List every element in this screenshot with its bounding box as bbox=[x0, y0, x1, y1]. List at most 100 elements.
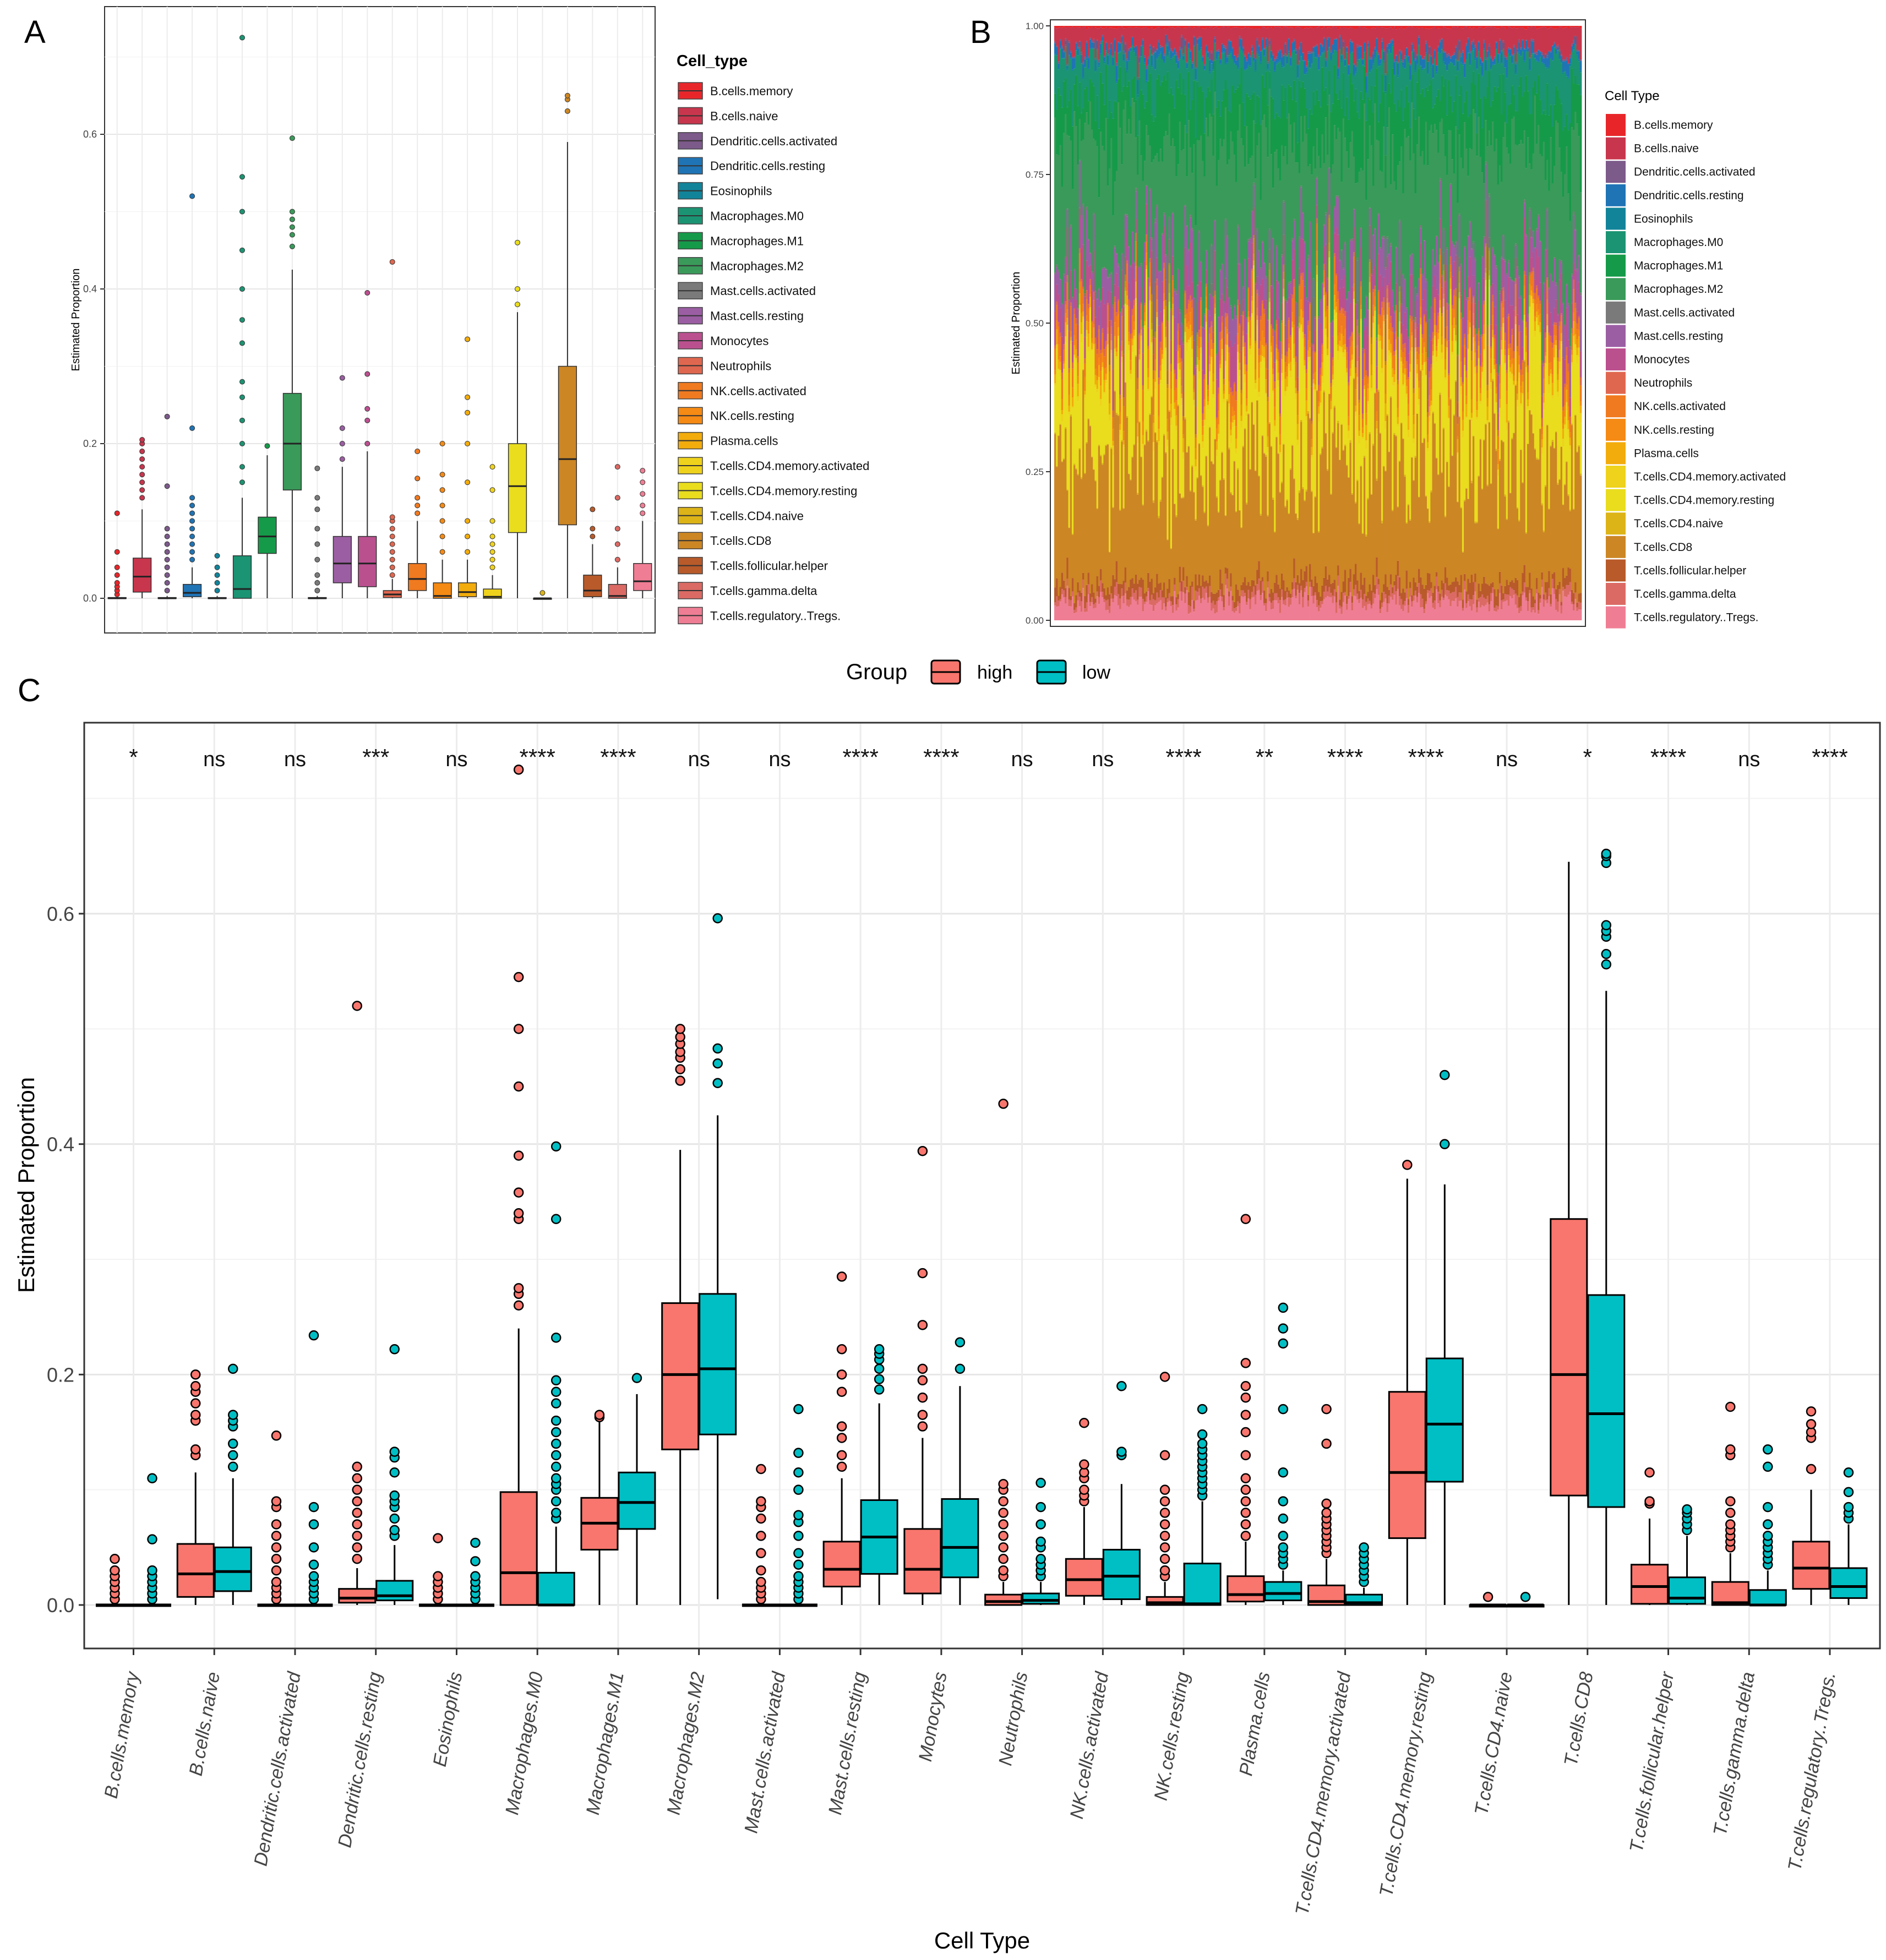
panel-b-bar-segment bbox=[1198, 230, 1201, 232]
panel-b-bar-segment bbox=[1189, 295, 1192, 302]
panel-b-bar-segment bbox=[1252, 54, 1255, 58]
panel-b-bar-segment bbox=[1084, 296, 1086, 337]
panel-b-bar-segment bbox=[1346, 26, 1348, 28]
panel-b-bar-segment bbox=[1255, 470, 1257, 471]
panel-b-bar-segment bbox=[1344, 350, 1347, 358]
panel-b-bar-segment bbox=[1420, 228, 1422, 243]
panel-b-bar-segment bbox=[1384, 403, 1387, 422]
panel-a-outlier bbox=[389, 556, 395, 563]
panel-b-bar-segment bbox=[1205, 26, 1208, 28]
panel-b-bar-segment bbox=[1414, 119, 1417, 194]
panel-b-bar-segment bbox=[1249, 65, 1252, 68]
panel-b-bar-segment bbox=[1263, 357, 1266, 362]
panel-b-bar-segment bbox=[1323, 163, 1326, 225]
panel-b-bar-segment bbox=[1175, 294, 1178, 351]
panel-b-bar-segment bbox=[1298, 593, 1301, 605]
panel-b-bar-segment bbox=[1312, 280, 1315, 298]
panel-b-bar-segment bbox=[1423, 438, 1426, 439]
panel-b-bar-segment bbox=[1295, 582, 1298, 596]
panel-b-bar-segment bbox=[1114, 28, 1116, 39]
panel-b-bar-segment bbox=[1143, 445, 1146, 593]
panel-b-bar-segment bbox=[1358, 443, 1361, 523]
panel-b-bar-segment bbox=[1175, 604, 1178, 611]
panel-b-bar-segment bbox=[1075, 468, 1077, 469]
panel-b-bar-segment bbox=[1103, 599, 1106, 602]
panel-b-bar-segment bbox=[1260, 362, 1262, 369]
panel-b-bar-segment bbox=[1207, 526, 1209, 583]
panel-b-bar-segment bbox=[1187, 43, 1190, 48]
panel-b-bar-segment bbox=[1217, 51, 1220, 54]
panel-b-bar-segment bbox=[1087, 69, 1090, 101]
panel-b-bar-segment bbox=[1094, 26, 1097, 28]
panel-b-bar-segment bbox=[1260, 355, 1262, 362]
panel-b-bar-segment bbox=[1089, 253, 1092, 265]
panel-b-bar-segment bbox=[1146, 101, 1148, 125]
panel-b-bar-segment bbox=[1089, 297, 1092, 308]
panel-b-bar-segment bbox=[1367, 41, 1370, 43]
panel-b-bar-segment bbox=[1142, 28, 1144, 39]
panel-b-bar-segment bbox=[1353, 574, 1355, 589]
panel-b-bar-segment bbox=[1122, 447, 1125, 508]
panel-b-bar-segment bbox=[1267, 69, 1269, 70]
panel-b-bar-segment bbox=[1270, 27, 1273, 51]
panel-b-bar-segment bbox=[1117, 263, 1120, 266]
panel-b-bar-segment bbox=[1377, 26, 1380, 28]
panel-b-bar-segment bbox=[1237, 345, 1239, 352]
panel-b-bar-segment bbox=[1108, 403, 1111, 415]
panel-b-bar-segment bbox=[1337, 195, 1339, 199]
panel-b-bar-segment bbox=[1298, 61, 1301, 81]
panel-b-bar-segment bbox=[1240, 39, 1243, 50]
panel-b-bar-segment bbox=[1228, 297, 1230, 298]
panel-b-bar-segment bbox=[1151, 397, 1153, 579]
panel-b-bar-segment bbox=[1086, 337, 1088, 442]
panel-b-bar-segment bbox=[1393, 62, 1396, 75]
panel-b-bar-segment bbox=[1073, 463, 1076, 466]
panel-b-bar-segment bbox=[1249, 468, 1252, 470]
panel-b-bar-segment bbox=[1228, 403, 1230, 407]
panel-b-bar-segment bbox=[1189, 215, 1192, 218]
panel-b-bar-segment bbox=[1071, 189, 1074, 297]
panel-b-bar-segment bbox=[1163, 603, 1165, 620]
panel-b-bar-segment bbox=[1078, 304, 1081, 312]
panel-b-bar-segment bbox=[1121, 35, 1123, 37]
panel-b-bar-segment bbox=[1283, 600, 1285, 605]
panel-b-bar-segment bbox=[1114, 322, 1116, 336]
panel-b-bar-segment bbox=[1421, 353, 1424, 365]
panel-b-bar-segment bbox=[1191, 357, 1193, 466]
panel-b-bar-segment bbox=[1115, 561, 1118, 582]
panel-b-bar-segment bbox=[1184, 291, 1186, 293]
panel-b-bar-segment bbox=[1318, 57, 1320, 70]
panel-b-bar-segment bbox=[1235, 27, 1238, 58]
panel-b-bar-segment bbox=[1142, 444, 1144, 449]
panel-b-bar-segment bbox=[1105, 380, 1108, 384]
panel-b-bar-segment bbox=[1274, 532, 1276, 583]
panel-b-bar-segment bbox=[1314, 389, 1317, 392]
panel-b-bar-segment bbox=[1195, 520, 1197, 575]
panel-b-bar-segment bbox=[1268, 302, 1271, 309]
panel-b-bar-segment bbox=[1061, 26, 1064, 28]
panel-b-bar-segment bbox=[1100, 302, 1102, 340]
panel-b-bar-segment bbox=[1409, 588, 1411, 597]
panel-a-box bbox=[282, 392, 302, 491]
panel-b-bar-segment bbox=[1182, 392, 1185, 417]
panel-b-bar-segment bbox=[1251, 155, 1253, 211]
panel-b-bar-segment bbox=[1369, 600, 1371, 604]
panel-b-bar-segment bbox=[1165, 597, 1167, 607]
panel-b-bar-segment bbox=[1235, 89, 1238, 182]
panel-b-bar-segment bbox=[1251, 315, 1253, 402]
panel-b-bar-segment bbox=[1106, 26, 1109, 29]
panel-b-bar-segment bbox=[1421, 370, 1424, 376]
panel-b-bar-segment bbox=[1425, 495, 1427, 497]
panel-b-bar-segment bbox=[1186, 587, 1189, 591]
panel-b-bar-segment bbox=[1272, 55, 1274, 62]
panel-b-bar-segment bbox=[1084, 293, 1086, 297]
panel-a-outlier bbox=[590, 506, 596, 512]
panel-b-bar-segment bbox=[1383, 592, 1385, 602]
panel-b-bar-segment bbox=[1298, 27, 1301, 47]
panel-b-bar-segment bbox=[1089, 310, 1092, 426]
panel-b-bar-segment bbox=[1305, 582, 1308, 587]
panel-b-bar-segment bbox=[1170, 417, 1173, 425]
panel-b-bar-segment bbox=[1106, 64, 1109, 66]
panel-b-bar-segment bbox=[1174, 402, 1176, 410]
panel-b-bar-segment bbox=[1143, 26, 1146, 28]
